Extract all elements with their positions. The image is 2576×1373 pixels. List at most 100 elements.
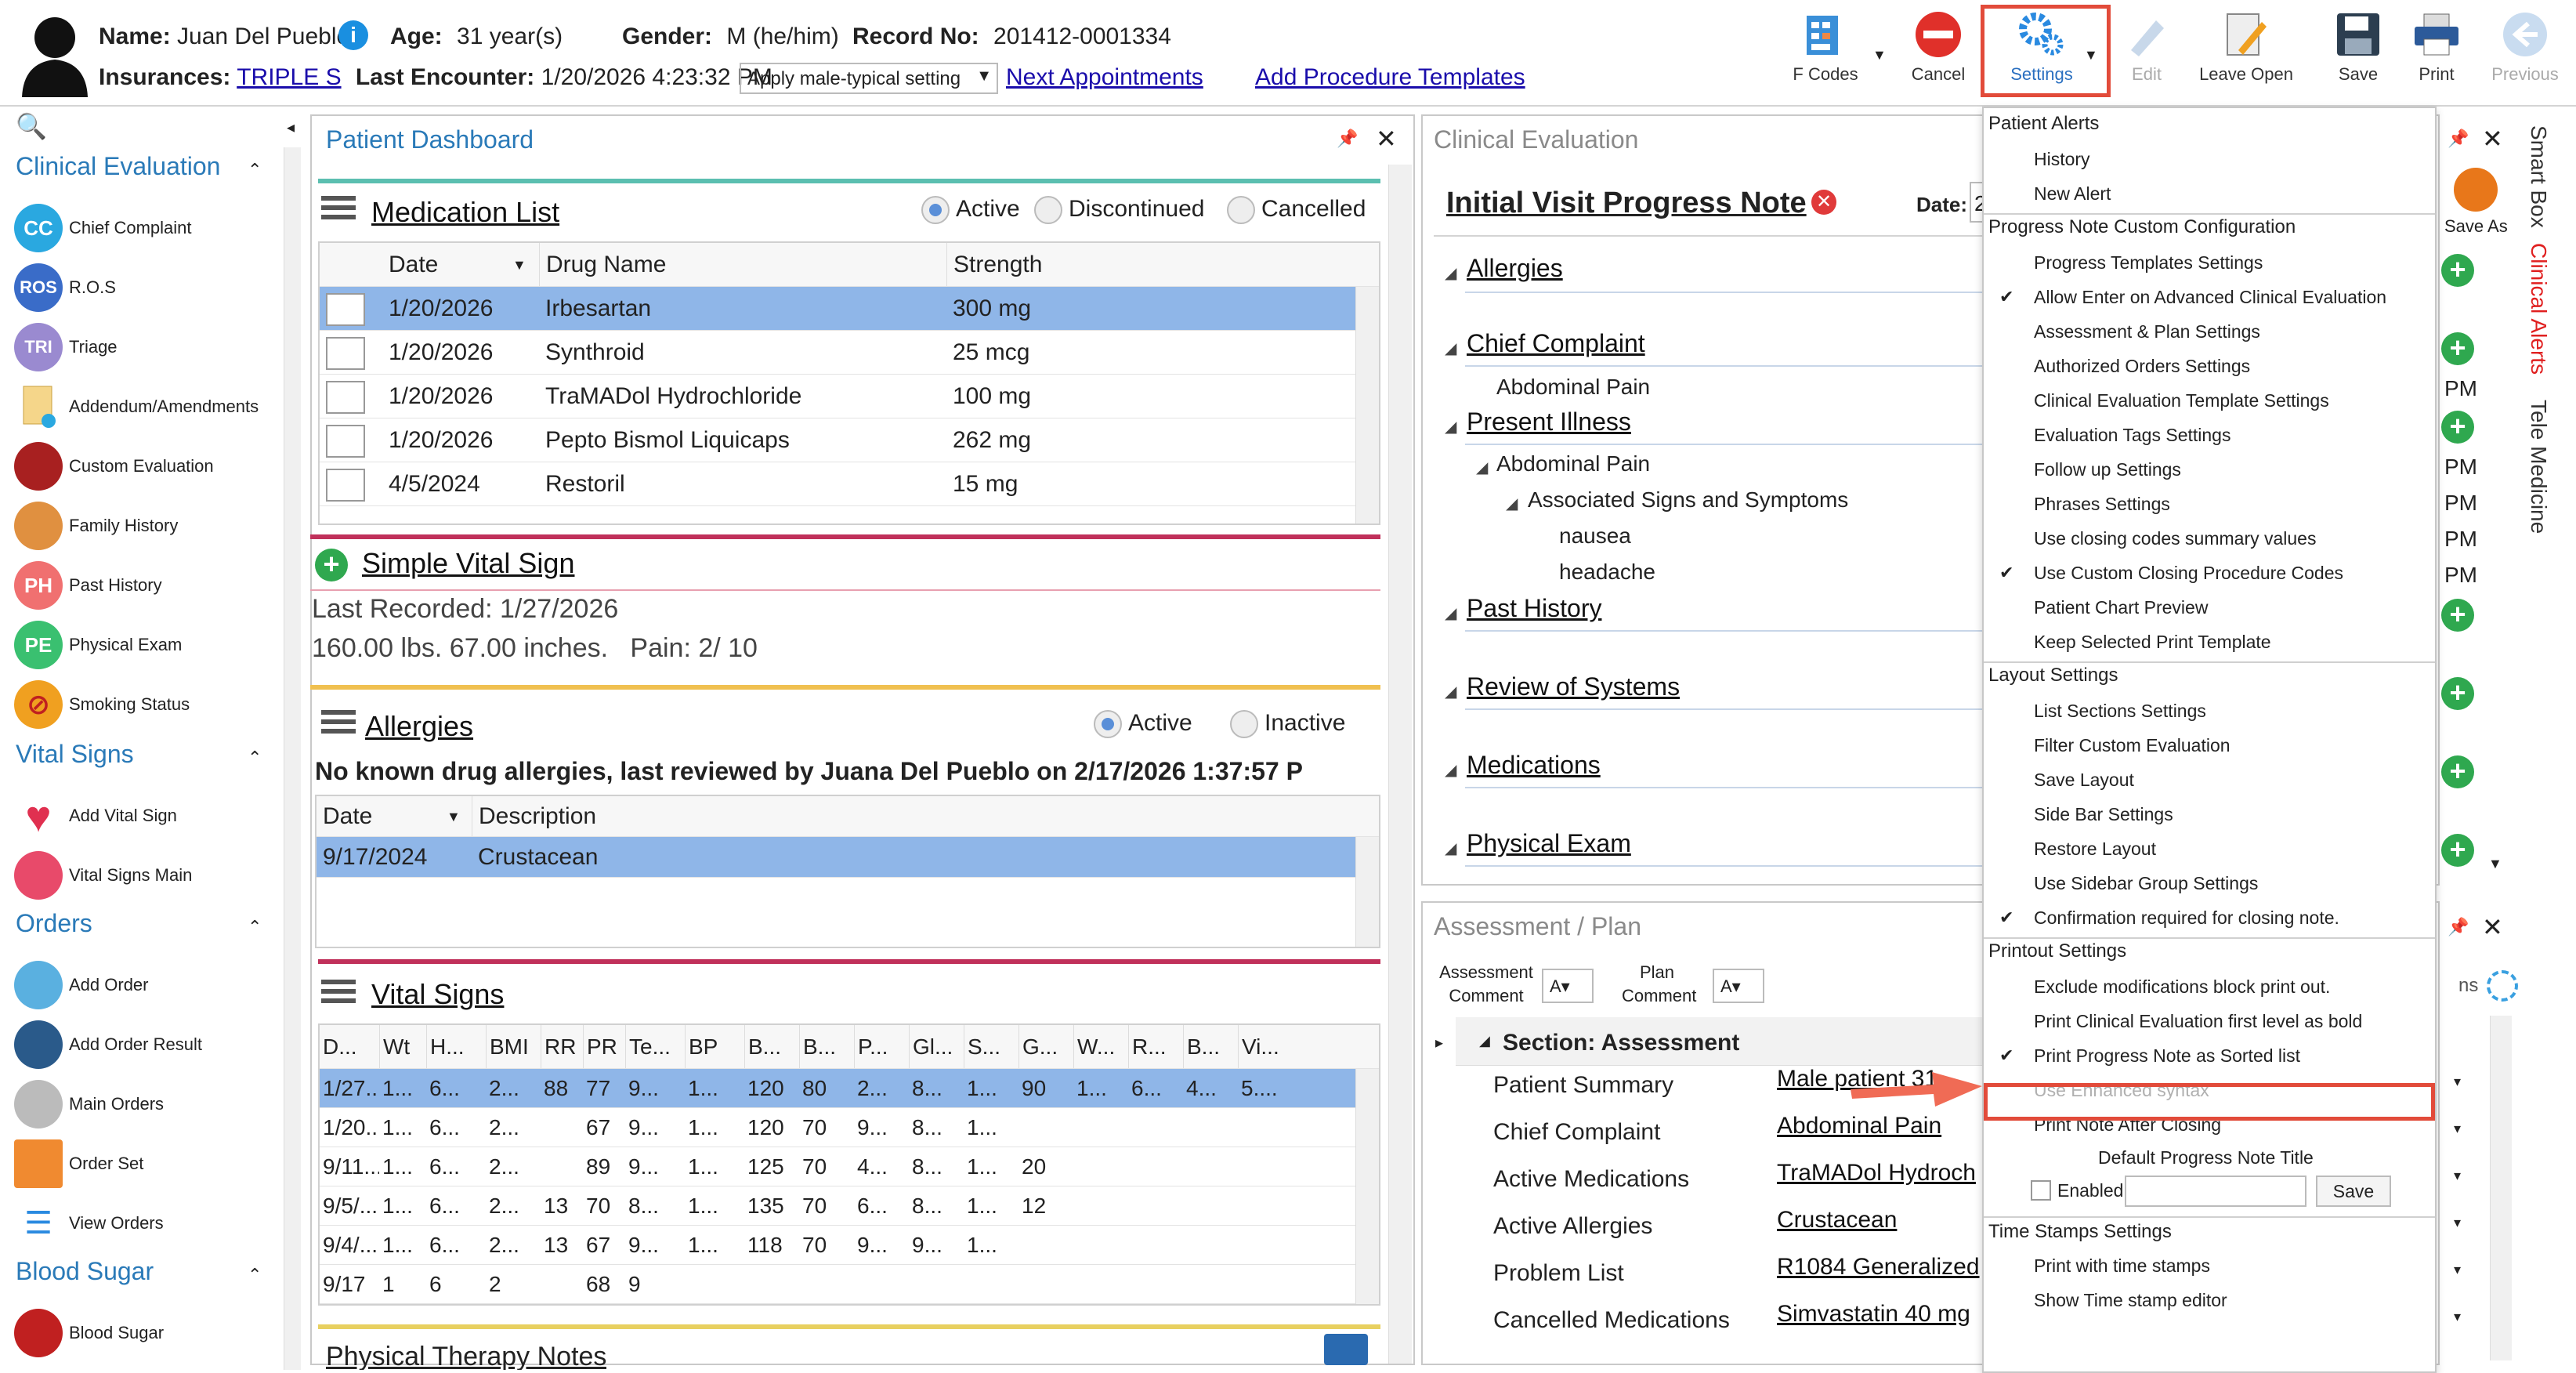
column-header[interactable]: H...	[426, 1025, 486, 1068]
menu-item[interactable]: Print Progress Note as Sorted list	[2034, 1045, 2301, 1066]
enabled-checkbox[interactable]	[2031, 1180, 2051, 1201]
sidebar-item-main-orders[interactable]: Main Orders	[14, 1080, 164, 1128]
column-header[interactable]: R...	[1128, 1025, 1183, 1068]
table-row[interactable]: 1/20/2026 Irbesartan 300 mg	[320, 287, 1379, 331]
table-row[interactable]: 9/5/... 1... 6... 2... 13 70 8... 1... 135 70 6...…	[320, 1186, 1379, 1226]
sidebar-item-smoking-status[interactable]: ⊘ Smoking Status	[14, 680, 190, 729]
close-icon[interactable]: ✕	[2482, 913, 2503, 941]
simple-vital-title[interactable]: Simple Vital Sign	[362, 547, 575, 579]
row-dropdown-icon[interactable]: ▾	[2454, 1309, 2462, 1324]
menu-item[interactable]: Clinical Evaluation Template Settings	[2034, 390, 2329, 411]
menu-item[interactable]: Restore Layout	[2034, 839, 2156, 859]
sidebar-item-custom-evaluation[interactable]: Custom Evaluation	[14, 442, 214, 491]
collapse-arrow-icon[interactable]: ◢	[1445, 265, 1457, 282]
table-row[interactable]: 9/4/... 1... 6... 2... 13 67 9... 1... 118 70 9...…	[320, 1226, 1379, 1265]
fcodes-button[interactable]: F Codes	[1786, 9, 1865, 85]
ap-row-value[interactable]: Abdominal Pain	[1777, 1113, 1942, 1139]
sidebar-section-orders[interactable]: Orders	[16, 909, 92, 938]
allergies-table-scrollbar[interactable]	[1355, 837, 1379, 947]
ap-scrollbar[interactable]	[2490, 1016, 2512, 1360]
row-checkbox[interactable]	[326, 337, 365, 370]
add-section-plus-icon[interactable]: +	[2441, 755, 2474, 788]
sidebar-scrollbar[interactable]	[284, 147, 301, 1370]
vital-signs-title[interactable]: Vital Signs	[371, 978, 505, 1010]
sidebar-item-chief-complaint[interactable]: CC Chief Complaint	[14, 204, 192, 252]
chevron-up-icon[interactable]: ⌃	[248, 748, 262, 767]
column-header[interactable]: B...	[799, 1025, 854, 1068]
menu-item[interactable]: Show Time stamp editor	[2034, 1290, 2227, 1310]
menu-item[interactable]: Side Bar Settings	[2034, 804, 2173, 824]
column-header-date[interactable]: Date	[323, 802, 373, 829]
ce-item-nausea[interactable]: nausea	[1559, 523, 1631, 548]
collapse-arrow-icon[interactable]: ◢	[1506, 495, 1518, 513]
assessment-comment-button[interactable]: A▾	[1542, 969, 1594, 1003]
pin-icon[interactable]: 📌	[2448, 129, 2469, 148]
row-dropdown-icon[interactable]: ▾	[2454, 1121, 2462, 1136]
column-header[interactable]: W...	[1073, 1025, 1128, 1068]
close-icon[interactable]: ✕	[1376, 125, 1397, 153]
sidebar-item-order-set[interactable]: Order Set	[14, 1139, 143, 1188]
ap-section-header[interactable]: ◢ Section: Assessment	[1456, 1017, 1988, 1066]
settings-button[interactable]: Settings	[1987, 9, 2097, 85]
menu-item[interactable]: Patient Chart Preview	[2034, 597, 2209, 618]
vitals-menu-icon[interactable]	[321, 980, 356, 1006]
column-header[interactable]: PR	[583, 1025, 625, 1068]
collapse-arrow-icon[interactable]: ◢	[1445, 840, 1457, 857]
menu-item[interactable]: Phrases Settings	[2034, 494, 2170, 514]
menu-item[interactable]: Authorized Orders Settings	[2034, 356, 2251, 376]
medication-filter-cancelled[interactable]: Cancelled	[1227, 196, 1366, 225]
column-header-date[interactable]: Date	[389, 251, 439, 277]
sidebar-section-clinical-evaluation[interactable]: Clinical Evaluation	[16, 152, 220, 181]
row-dropdown-icon[interactable]: ▾	[2454, 1215, 2462, 1230]
add-section-plus-icon[interactable]: +	[2441, 411, 2474, 444]
menu-item[interactable]: Use Custom Closing Procedure Codes	[2034, 563, 2344, 583]
add-section-plus-icon[interactable]: +	[2441, 599, 2474, 632]
leave-open-button[interactable]: Leave Open	[2187, 9, 2305, 85]
insurance-link[interactable]: TRIPLE S	[237, 64, 342, 90]
column-header[interactable]: Te...	[625, 1025, 685, 1068]
ce-item-abdominal-pain[interactable]: Abdominal Pain	[1496, 451, 1651, 476]
table-row[interactable]: 1/20/2026 Pepto Bismol Liquicaps 262 mg	[320, 418, 1379, 462]
row-checkbox[interactable]	[326, 469, 365, 502]
tab-clinical-alerts[interactable]: Clinical Alerts	[2527, 243, 2551, 375]
column-header[interactable]: B...	[744, 1025, 799, 1068]
menu-item[interactable]: Allow Enter on Advanced Clinical Evaluat…	[2034, 287, 2387, 307]
column-header[interactable]: P...	[854, 1025, 909, 1068]
chevron-up-icon[interactable]: ⌃	[248, 917, 262, 936]
ce-section-physical-exam[interactable]: Physical Exam	[1467, 829, 1631, 857]
ce-item-associated-signs[interactable]: Associated Signs and Symptoms	[1528, 487, 1849, 512]
ce-section-medications[interactable]: Medications	[1467, 751, 1601, 779]
sidebar-item-family-history[interactable]: Family History	[14, 502, 178, 550]
column-header[interactable]: BMI	[486, 1025, 541, 1068]
collapse-arrow-icon[interactable]: ◢	[1476, 459, 1489, 476]
table-row[interactable]: 9/17 1 6 2 68 9	[320, 1265, 1379, 1304]
column-header[interactable]: BP	[685, 1025, 744, 1068]
column-header[interactable]: RR	[541, 1025, 583, 1068]
medication-menu-icon[interactable]	[321, 196, 356, 223]
table-row[interactable]: 9/17/2024 Crustacean	[317, 837, 1379, 878]
previous-button[interactable]: Previous	[2482, 9, 2568, 85]
cancel-button[interactable]: Cancel	[1899, 9, 1977, 85]
sidebar-item-vital-signs-main[interactable]: Vital Signs Main	[14, 851, 192, 900]
print-button[interactable]: Print	[2397, 9, 2476, 85]
sidebar-search-icon[interactable]: 🔍	[16, 112, 47, 140]
menu-item[interactable]: Use closing codes summary values	[2034, 528, 2317, 549]
settings-dropdown-icon[interactable]: ▼	[2084, 47, 2098, 63]
collapse-arrow-icon[interactable]: ◢	[1445, 418, 1457, 436]
menu-item[interactable]: Follow up Settings	[2034, 459, 2181, 480]
allergies-filter-inactive[interactable]: Inactive	[1230, 710, 1345, 739]
menu-item[interactable]: Assessment & Plan Settings	[2034, 321, 2260, 342]
add-procedure-templates-link[interactable]: Add Procedure Templates	[1255, 64, 1525, 90]
column-header[interactable]: D...	[323, 1034, 357, 1059]
remove-note-icon[interactable]: ✕	[1811, 190, 1836, 215]
allergies-title[interactable]: Allergies	[365, 710, 474, 742]
sidebar-item-add-vital-sign[interactable]: ♥ Add Vital Sign	[14, 792, 176, 841]
scroll-down-icon[interactable]: ▼	[2488, 856, 2502, 871]
printer-small-icon[interactable]	[1324, 1334, 1368, 1365]
row-checkbox[interactable]	[326, 293, 365, 326]
allergies-filter-active[interactable]: Active	[1094, 710, 1192, 739]
menu-item[interactable]: Keep Selected Print Template	[2034, 632, 2271, 652]
ap-row-value[interactable]: R1084 Generalized	[1777, 1254, 1980, 1280]
ce-section-past-history[interactable]: Past History	[1467, 594, 1602, 622]
sidebar-item-add-order[interactable]: Add Order	[14, 961, 149, 1009]
